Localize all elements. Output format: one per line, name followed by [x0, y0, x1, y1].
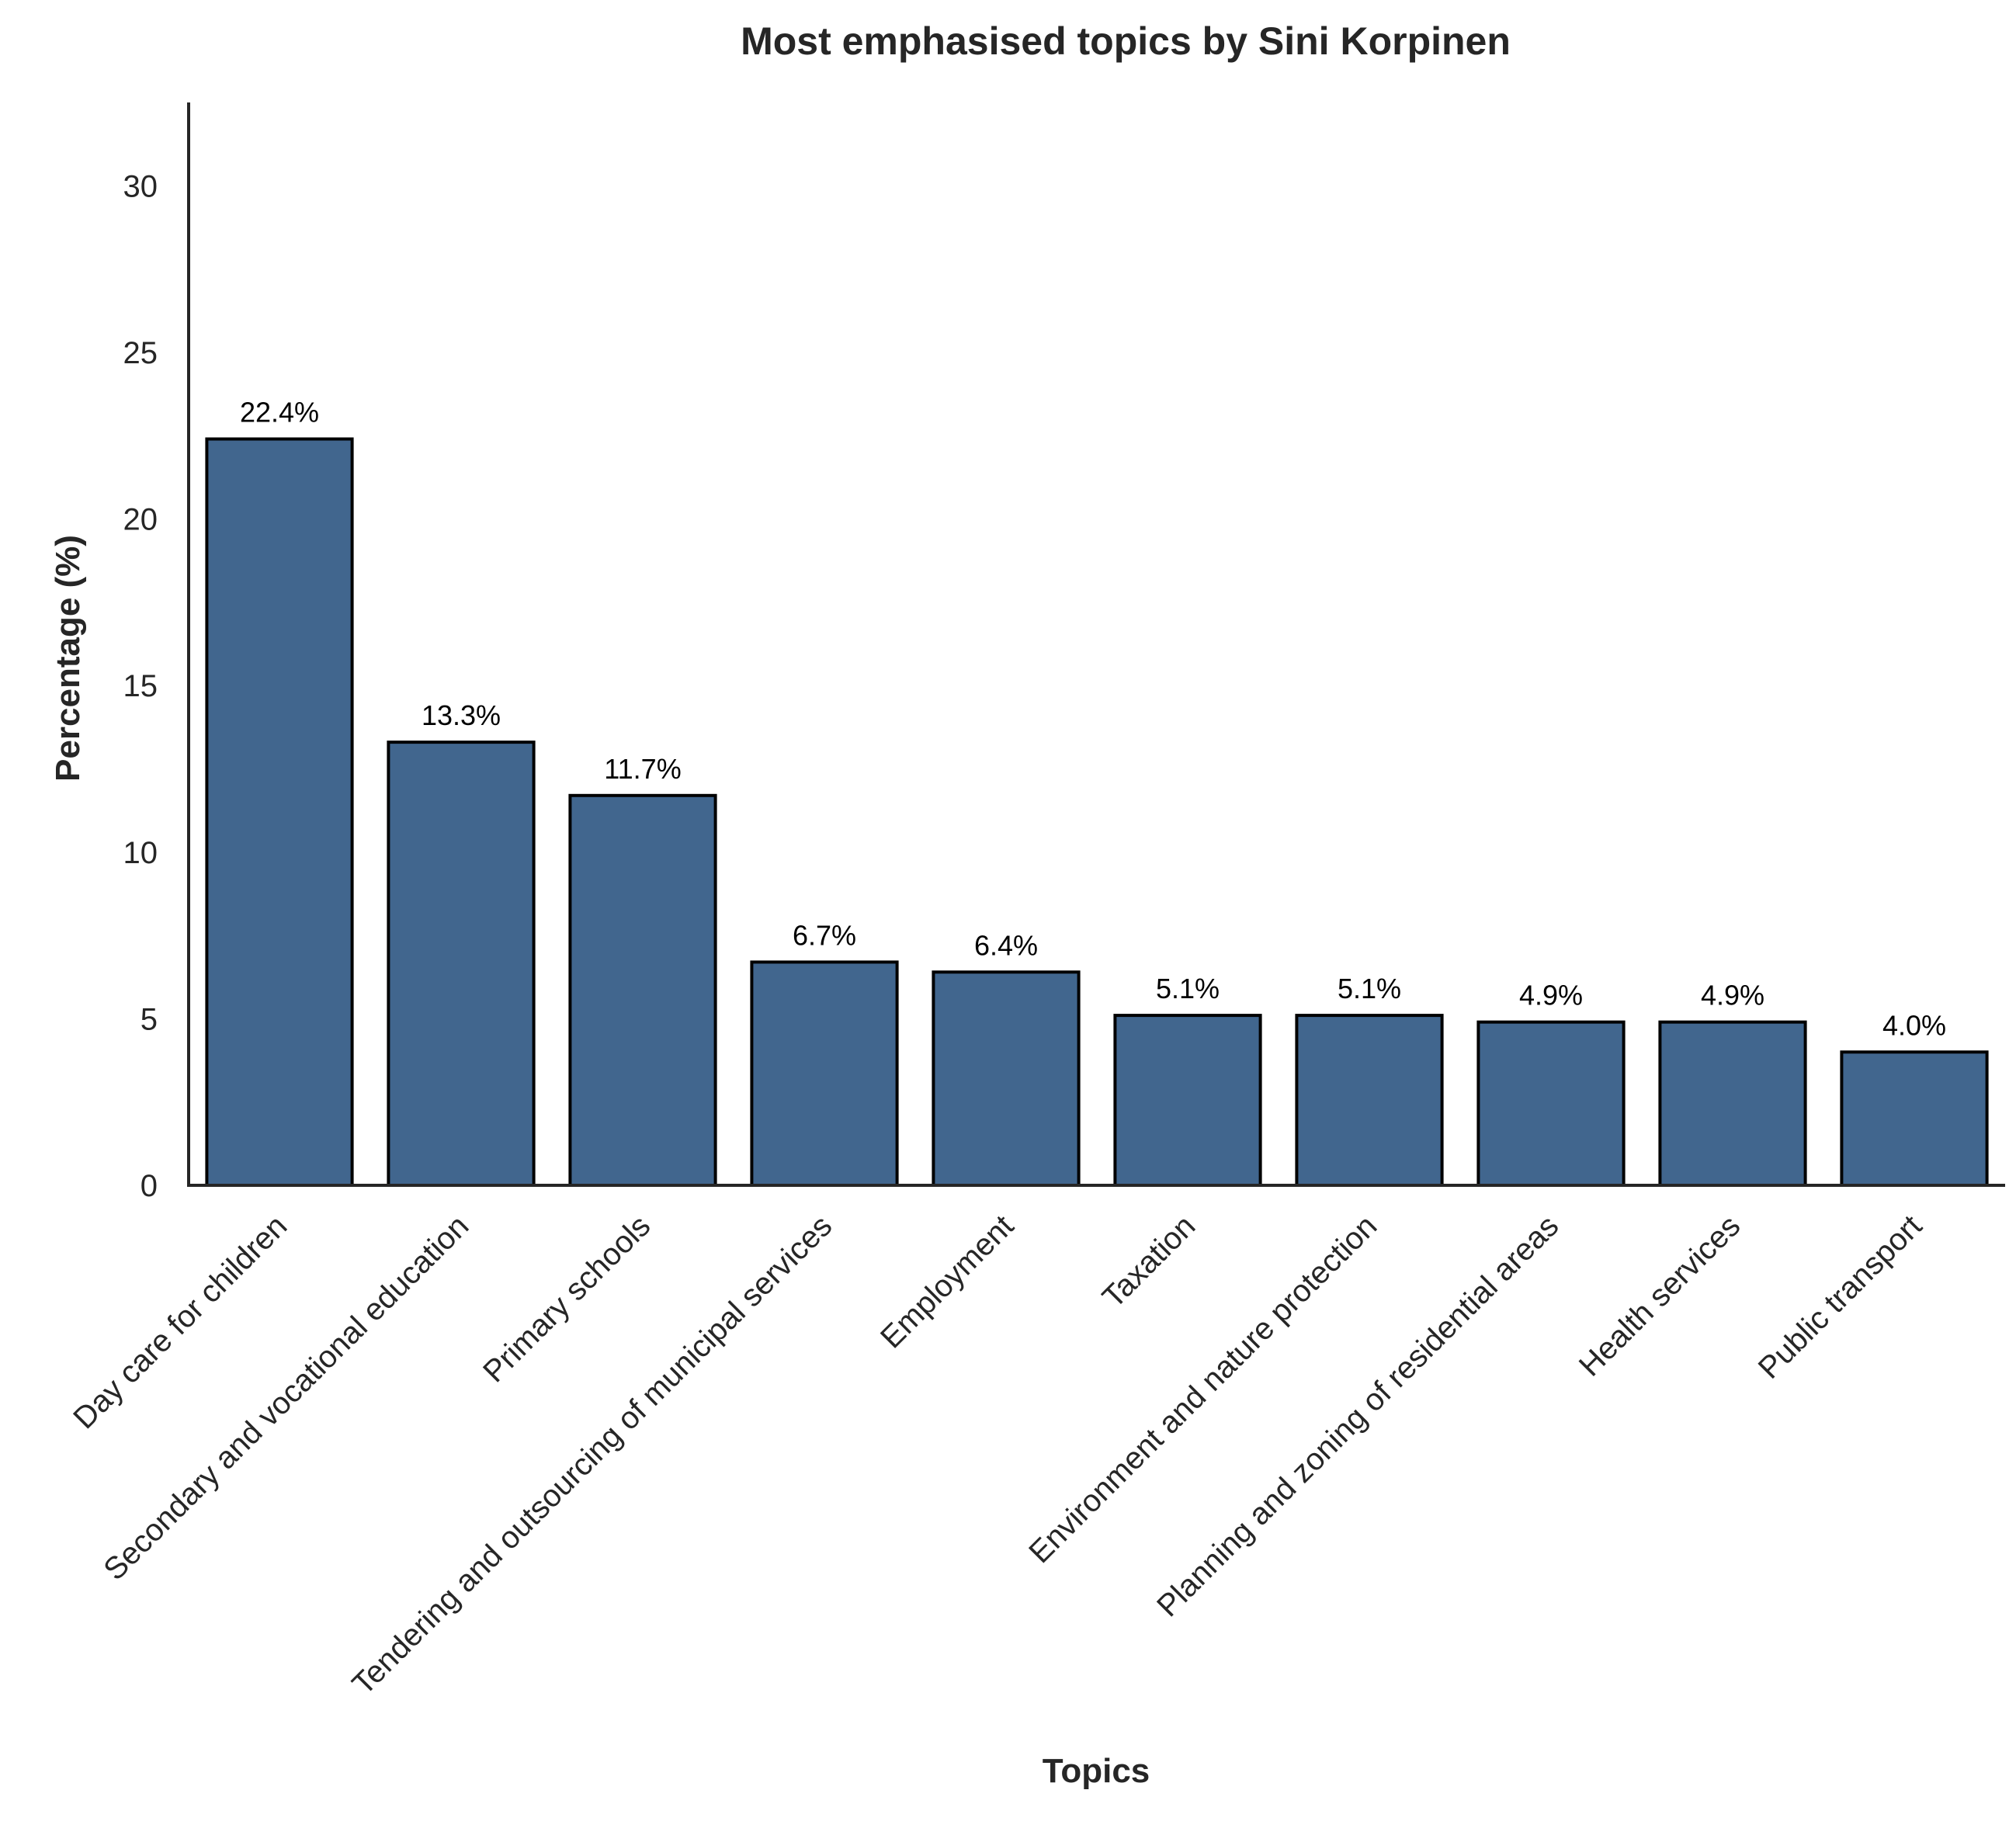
- bar-value-label: 4.9%: [1701, 980, 1764, 1011]
- bar: [387, 741, 536, 1187]
- bar-value-label: 4.0%: [1882, 1009, 1946, 1041]
- x-tick-label: Planning and zoning of residential areas: [1150, 1209, 1565, 1623]
- bar-value-label: 22.4%: [240, 397, 319, 428]
- bar-value-label: 6.4%: [974, 929, 1038, 961]
- x-tick-label: Secondary and vocational education: [97, 1209, 475, 1587]
- bar: [1476, 1020, 1626, 1187]
- y-axis-ticks: 0 5 10 15 20 25 30: [123, 169, 158, 1203]
- data-labels-group: 22.4% 13.3% 11.7% 6.7% 6.4% 5.1% 5.1% 4.9% 4.9% 4…: [240, 397, 1946, 1042]
- bar-value-label: 4.9%: [1519, 980, 1583, 1011]
- bar: [1113, 1014, 1262, 1187]
- bar: [932, 970, 1081, 1188]
- bar: [1840, 1050, 1989, 1188]
- bar-value-label: 13.3%: [422, 699, 501, 731]
- x-axis-label: Topics: [1043, 1752, 1150, 1790]
- y-tick-label: 15: [123, 669, 158, 703]
- bar: [1295, 1014, 1444, 1187]
- x-tick-label: Health services: [1573, 1209, 1747, 1382]
- y-tick-label: 20: [123, 503, 158, 537]
- bar-value-label: 5.1%: [1338, 973, 1401, 1004]
- bars-group: [205, 437, 1989, 1188]
- x-tick-label: Environment and nature protection: [1022, 1209, 1383, 1570]
- bar: [205, 437, 354, 1187]
- bar-value-label: 6.7%: [793, 919, 856, 951]
- y-axis-label: Percentage (%): [49, 535, 87, 782]
- y-tick-label: 25: [123, 336, 158, 370]
- x-tick-label: Primary schools: [477, 1209, 657, 1389]
- chart-title: Most emphasised topics by Sini Korpinen: [741, 19, 1511, 63]
- bar: [1658, 1020, 1807, 1187]
- x-tick-label: Public transport: [1752, 1209, 1929, 1386]
- y-tick-label: 10: [123, 836, 158, 870]
- y-tick-label: 30: [123, 169, 158, 203]
- bar-value-label: 5.1%: [1156, 973, 1220, 1004]
- bar: [568, 793, 717, 1188]
- y-tick-label: 0: [141, 1169, 158, 1203]
- x-tick-label: Taxation: [1096, 1209, 1202, 1314]
- x-tick-label: Employment: [874, 1209, 1020, 1355]
- bar: [750, 960, 899, 1188]
- y-tick-label: 5: [141, 1002, 158, 1036]
- bar-value-label: 11.7%: [604, 753, 681, 785]
